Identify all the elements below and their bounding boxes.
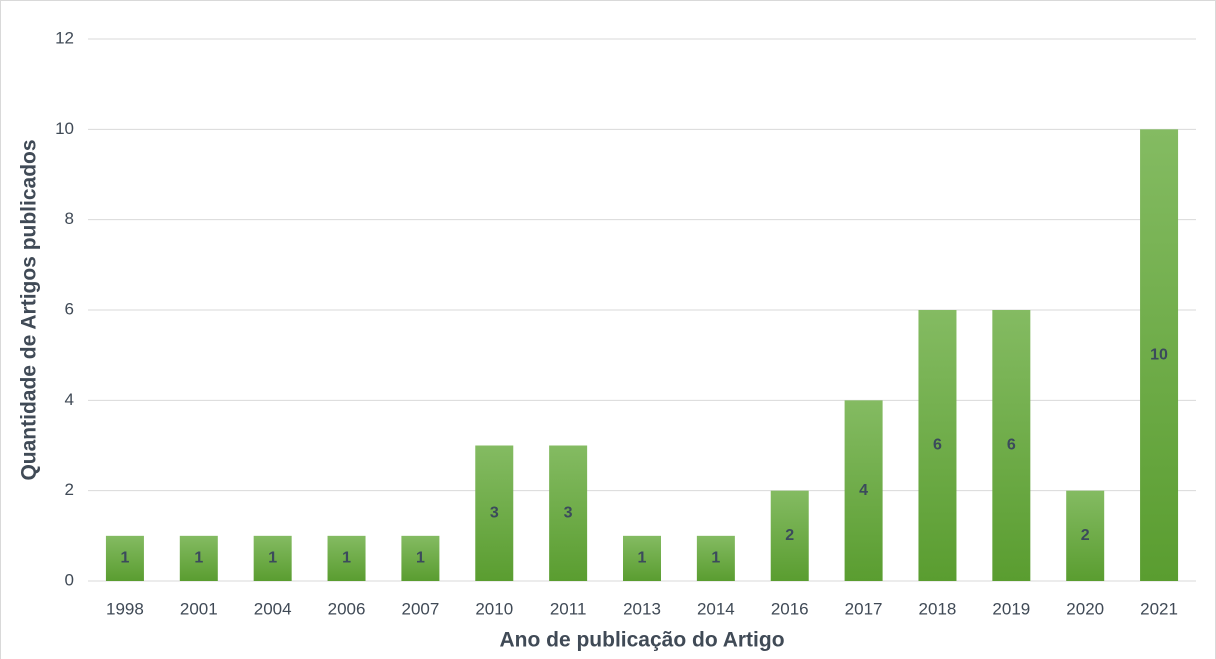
bar [401, 535, 440, 581]
value-label: 1 [342, 550, 351, 567]
x-tick-label: 2016 [771, 599, 809, 618]
x-tick-label: 2019 [992, 599, 1030, 618]
bar [992, 310, 1031, 581]
y-tick-label: 8 [65, 209, 74, 228]
bar [770, 490, 809, 581]
bar [696, 535, 735, 581]
y-tick-label: 6 [65, 299, 74, 318]
bar [253, 535, 292, 581]
bar [327, 535, 366, 581]
value-label: 6 [933, 437, 942, 454]
value-label: 2 [1081, 527, 1090, 544]
x-tick-label: 2001 [180, 599, 218, 618]
x-tick-label: 2006 [328, 599, 366, 618]
x-tick-label: 2021 [1140, 599, 1178, 618]
y-axis-title: Quantidade de Artigos publicados [18, 139, 41, 480]
bar [918, 310, 957, 581]
bar [1140, 129, 1179, 582]
bar [844, 400, 883, 581]
value-label: 1 [416, 550, 425, 567]
value-label: 1 [638, 550, 647, 567]
x-tick-label: 2013 [623, 599, 661, 618]
value-label: 1 [711, 550, 720, 567]
value-label: 2 [785, 527, 794, 544]
value-label: 1 [120, 550, 129, 567]
x-tick-label: 2018 [919, 599, 957, 618]
value-label: 4 [859, 482, 868, 499]
value-label: 1 [268, 550, 277, 567]
x-tick-label: 1998 [106, 599, 144, 618]
value-label: 3 [490, 504, 499, 521]
bar [1066, 490, 1105, 581]
bar [105, 535, 144, 581]
x-tick-label: 2020 [1066, 599, 1104, 618]
x-tick-label: 2011 [550, 599, 587, 618]
value-label: 6 [1007, 437, 1016, 454]
bar [549, 445, 588, 581]
y-tick-label: 2 [65, 480, 74, 499]
value-label: 1 [194, 550, 203, 567]
y-tick-label: 12 [55, 28, 74, 47]
x-tick-label: 2007 [401, 599, 439, 618]
x-tick-label: 2014 [697, 599, 735, 618]
x-tick-label: 2004 [254, 599, 292, 618]
bar [179, 535, 218, 581]
bar [623, 535, 661, 581]
y-tick-label: 4 [65, 390, 74, 409]
x-tick-label: 2017 [845, 599, 883, 618]
bar [475, 445, 514, 581]
x-tick-label: 2010 [475, 599, 513, 618]
value-label: 10 [1150, 346, 1168, 363]
x-axis-title: Ano de publicação do Artigo [499, 629, 784, 652]
y-tick-label: 0 [65, 570, 74, 589]
value-label: 3 [564, 504, 573, 521]
y-tick-label: 10 [55, 119, 74, 138]
